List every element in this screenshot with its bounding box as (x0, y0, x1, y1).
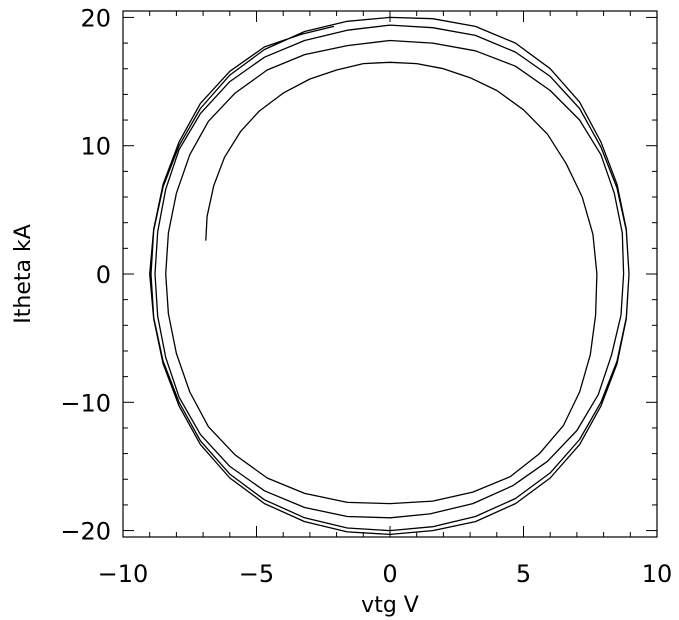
x-tick-label: 0 (382, 560, 397, 588)
x-tick-label: 10 (642, 560, 673, 588)
axes-frame (122, 10, 658, 538)
series-line (149, 16, 630, 536)
plot-frame (122, 10, 658, 538)
x-tick-label: 5 (516, 560, 531, 588)
tick-labels: −10 −5 0 5 10 −20 −10 0 10 20 (60, 4, 672, 588)
x-tick-label: −10 (98, 560, 149, 588)
plot-area (149, 16, 630, 536)
x-tick-label: −5 (239, 560, 274, 588)
y-tick-label: 0 (96, 261, 111, 289)
x-axis-label: vtg V (361, 593, 419, 618)
y-tick-label: −10 (60, 389, 111, 417)
y-tick-label: −20 (60, 518, 111, 546)
y-tick-label: 10 (80, 133, 111, 161)
y-tick-label: 20 (80, 4, 111, 32)
y-axis-label: Itheta kA (11, 224, 36, 323)
axis-ticks (122, 11, 658, 537)
